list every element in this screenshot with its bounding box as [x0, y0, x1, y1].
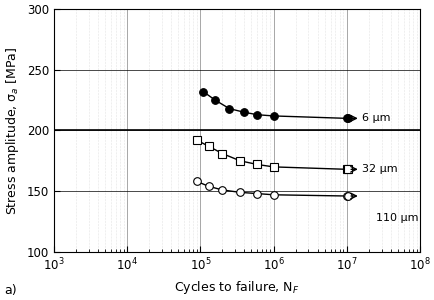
- Y-axis label: Stress amplitude, σ$_a$ [MPa]: Stress amplitude, σ$_a$ [MPa]: [4, 46, 21, 214]
- Text: 110 μm: 110 μm: [375, 213, 418, 223]
- Text: a): a): [4, 284, 17, 297]
- Text: 6 μm: 6 μm: [361, 113, 389, 123]
- X-axis label: Cycles to failure, N$_F$: Cycles to failure, N$_F$: [174, 279, 299, 296]
- Text: 32 μm: 32 μm: [361, 164, 396, 174]
